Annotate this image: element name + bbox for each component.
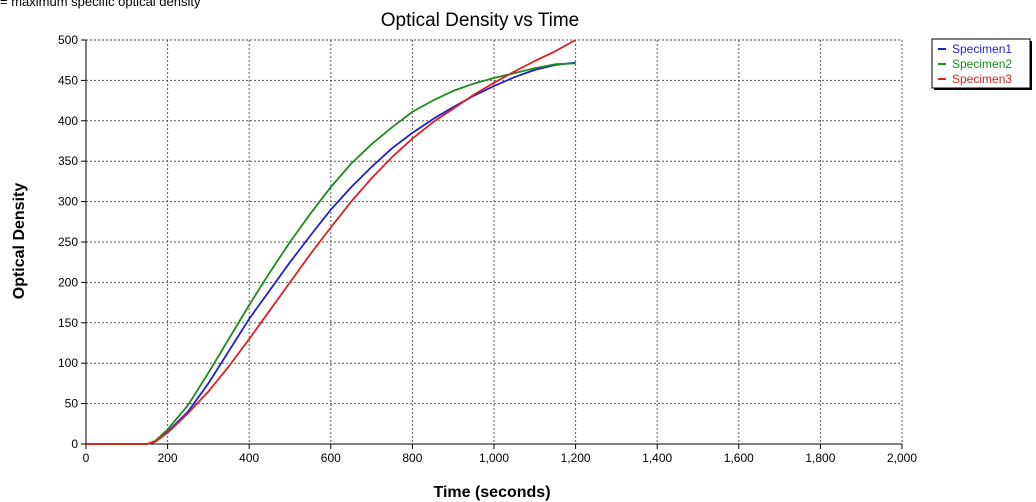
axes bbox=[81, 39, 903, 449]
x-tick-label: 2,000 bbox=[887, 451, 917, 465]
y-tick-label: 50 bbox=[65, 397, 79, 411]
y-tick-label: 100 bbox=[58, 356, 78, 370]
x-tick-label: 1,200 bbox=[561, 451, 591, 465]
y-tick-label: 500 bbox=[58, 33, 78, 47]
x-tick-label: 400 bbox=[239, 451, 259, 465]
tick-labels: 0 200 400 600 800 1,000 1,200 1,400 1,600 1,800 2,… bbox=[58, 33, 917, 465]
x-tick-label: 0 bbox=[83, 451, 90, 465]
grid bbox=[86, 39, 903, 444]
legend-box bbox=[931, 38, 1031, 89]
y-tick-label: 400 bbox=[58, 114, 78, 128]
series-line-specimen1 bbox=[86, 61, 576, 445]
x-tick-label: 1,800 bbox=[805, 451, 835, 465]
caption-text: = maximum specific optical density bbox=[0, 0, 201, 9]
series-line-specimen2 bbox=[86, 62, 576, 445]
x-tick-label: 1,000 bbox=[479, 451, 509, 465]
y-tick-label: 350 bbox=[58, 154, 78, 168]
y-tick-label: 150 bbox=[58, 316, 78, 330]
legend-label: Specimen3 bbox=[952, 72, 1012, 86]
legend-label: Specimen1 bbox=[952, 42, 1012, 56]
legend-label: Specimen2 bbox=[952, 57, 1012, 71]
x-tick-label: 600 bbox=[321, 451, 341, 465]
y-tick-label: 450 bbox=[58, 73, 78, 87]
chart-title: Optical Density vs Time bbox=[381, 10, 580, 31]
x-axis-label: Time (seconds) bbox=[433, 484, 550, 501]
series-layer bbox=[86, 39, 577, 445]
x-tick-label: 200 bbox=[158, 451, 178, 465]
x-tick-label: 800 bbox=[402, 451, 422, 465]
x-tick-label: 1,400 bbox=[642, 451, 672, 465]
y-tick-label: 250 bbox=[58, 235, 78, 249]
y-tick-label: 200 bbox=[58, 275, 78, 289]
y-tick-label: 0 bbox=[71, 437, 78, 451]
y-tick-label: 300 bbox=[58, 195, 78, 209]
y-axis-label: Optical Density bbox=[11, 183, 28, 300]
series-line-specimen3 bbox=[86, 39, 577, 445]
x-tick-label: 1,600 bbox=[724, 451, 754, 465]
